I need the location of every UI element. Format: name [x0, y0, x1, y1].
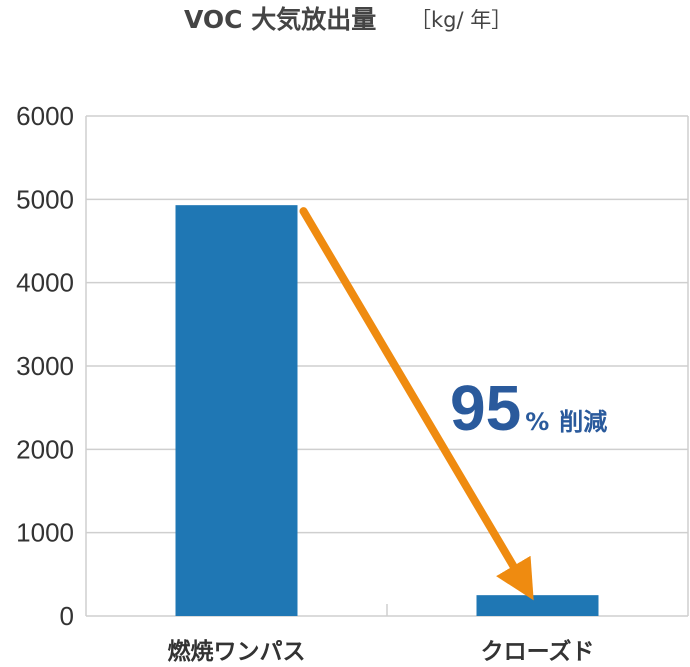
y-tick-label: 6000: [16, 101, 74, 131]
reduction-unit: %: [525, 408, 549, 436]
x-axis: 燃焼ワンパス クローズド: [168, 638, 595, 665]
y-tick-label: 2000: [16, 434, 74, 464]
bar: [476, 595, 599, 616]
reduction-arrow: [299, 207, 534, 601]
reduction-value: 95: [450, 372, 521, 444]
chart-title: VOC 大気放出量: [184, 5, 376, 34]
y-tick-label: 3000: [16, 351, 74, 381]
y-axis: 0 1000 2000 3000 4000 5000 6000: [16, 101, 74, 631]
x-tick-label: クローズド: [481, 638, 595, 665]
y-tick-label: 4000: [16, 268, 74, 298]
reduction-text: 削減: [559, 408, 607, 436]
chart-title-unit: ［kg/ 年］: [410, 8, 512, 32]
reduction-annotation: 95% 削減: [450, 372, 607, 444]
bar: [175, 205, 298, 616]
y-tick-label: 0: [60, 601, 74, 631]
y-tick-label: 1000: [16, 518, 74, 548]
x-tick-label: 燃焼ワンパス: [168, 638, 306, 665]
y-tick-label: 5000: [16, 184, 74, 214]
